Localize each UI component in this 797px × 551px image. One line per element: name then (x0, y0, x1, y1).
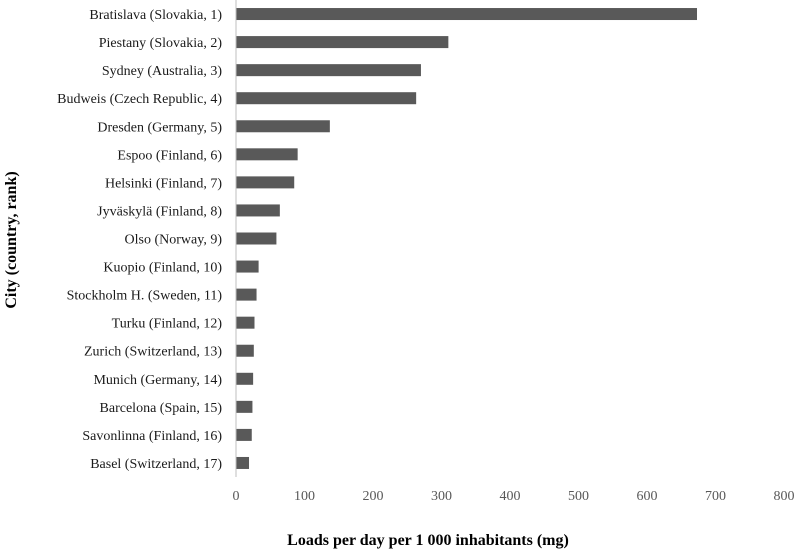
category-label: Bratislava (Slovakia, 1) (89, 8, 222, 23)
x-axis-title: Loads per day per 1 000 inhabitants (mg) (287, 532, 569, 549)
category-label: Sydney (Australia, 3) (102, 64, 222, 79)
category-label: Helsinki (Finland, 7) (105, 176, 222, 191)
bar (236, 176, 295, 189)
bar (236, 456, 250, 469)
category-label: Basel (Switzerland, 17) (90, 457, 222, 472)
category-label: Turku (Finland, 12) (112, 317, 223, 332)
y-axis-title: City (country, rank) (3, 171, 20, 308)
category-label: Zurich (Switzerland, 13) (84, 345, 222, 360)
category-label: Budweis (Czech Republic, 4) (57, 92, 222, 107)
category-label: Jyväskylä (Finland, 8) (97, 204, 222, 219)
x-tick-labels-group: 0 100 200 300 400 500 600 700 800 (233, 489, 795, 504)
x-tick-label: 400 (500, 489, 521, 504)
bar (236, 428, 252, 441)
category-label: Kuopio (Finland, 10) (103, 261, 222, 276)
x-tick-label: 200 (363, 489, 384, 504)
bar (236, 232, 277, 245)
bar (236, 344, 254, 357)
x-tick-label: 0 (233, 489, 240, 504)
category-label: Dresden (Germany, 5) (97, 120, 222, 135)
bar (236, 288, 257, 301)
category-label: Savonlinna (Finland, 16) (82, 429, 222, 444)
bar (236, 316, 255, 329)
bar (236, 92, 417, 105)
bar (236, 400, 253, 413)
category-label: Munich (Germany, 14) (93, 373, 222, 388)
category-label: Barcelona (Spain, 15) (100, 401, 223, 416)
x-tick-label: 500 (568, 489, 589, 504)
category-labels-group: Bratislava (Slovakia, 1) Piestany (Slovak… (57, 8, 222, 472)
bar (236, 8, 698, 21)
x-tick-label: 800 (774, 489, 795, 504)
bars-group (236, 8, 698, 469)
category-label: Stockholm H. (Sweden, 11) (67, 289, 223, 304)
bar (236, 36, 449, 49)
bar (236, 260, 259, 273)
category-label: Espoo (Finland, 6) (117, 148, 222, 163)
bar (236, 64, 421, 77)
bar (236, 204, 280, 217)
x-tick-label: 100 (294, 489, 315, 504)
bar (236, 372, 254, 385)
x-tick-label: 700 (705, 489, 726, 504)
x-tick-label: 600 (637, 489, 658, 504)
category-label: Piestany (Slovakia, 2) (99, 36, 223, 51)
bar (236, 120, 330, 133)
category-label: Olso (Norway, 9) (125, 233, 223, 248)
bar (236, 148, 298, 161)
x-tick-label: 300 (431, 489, 452, 504)
